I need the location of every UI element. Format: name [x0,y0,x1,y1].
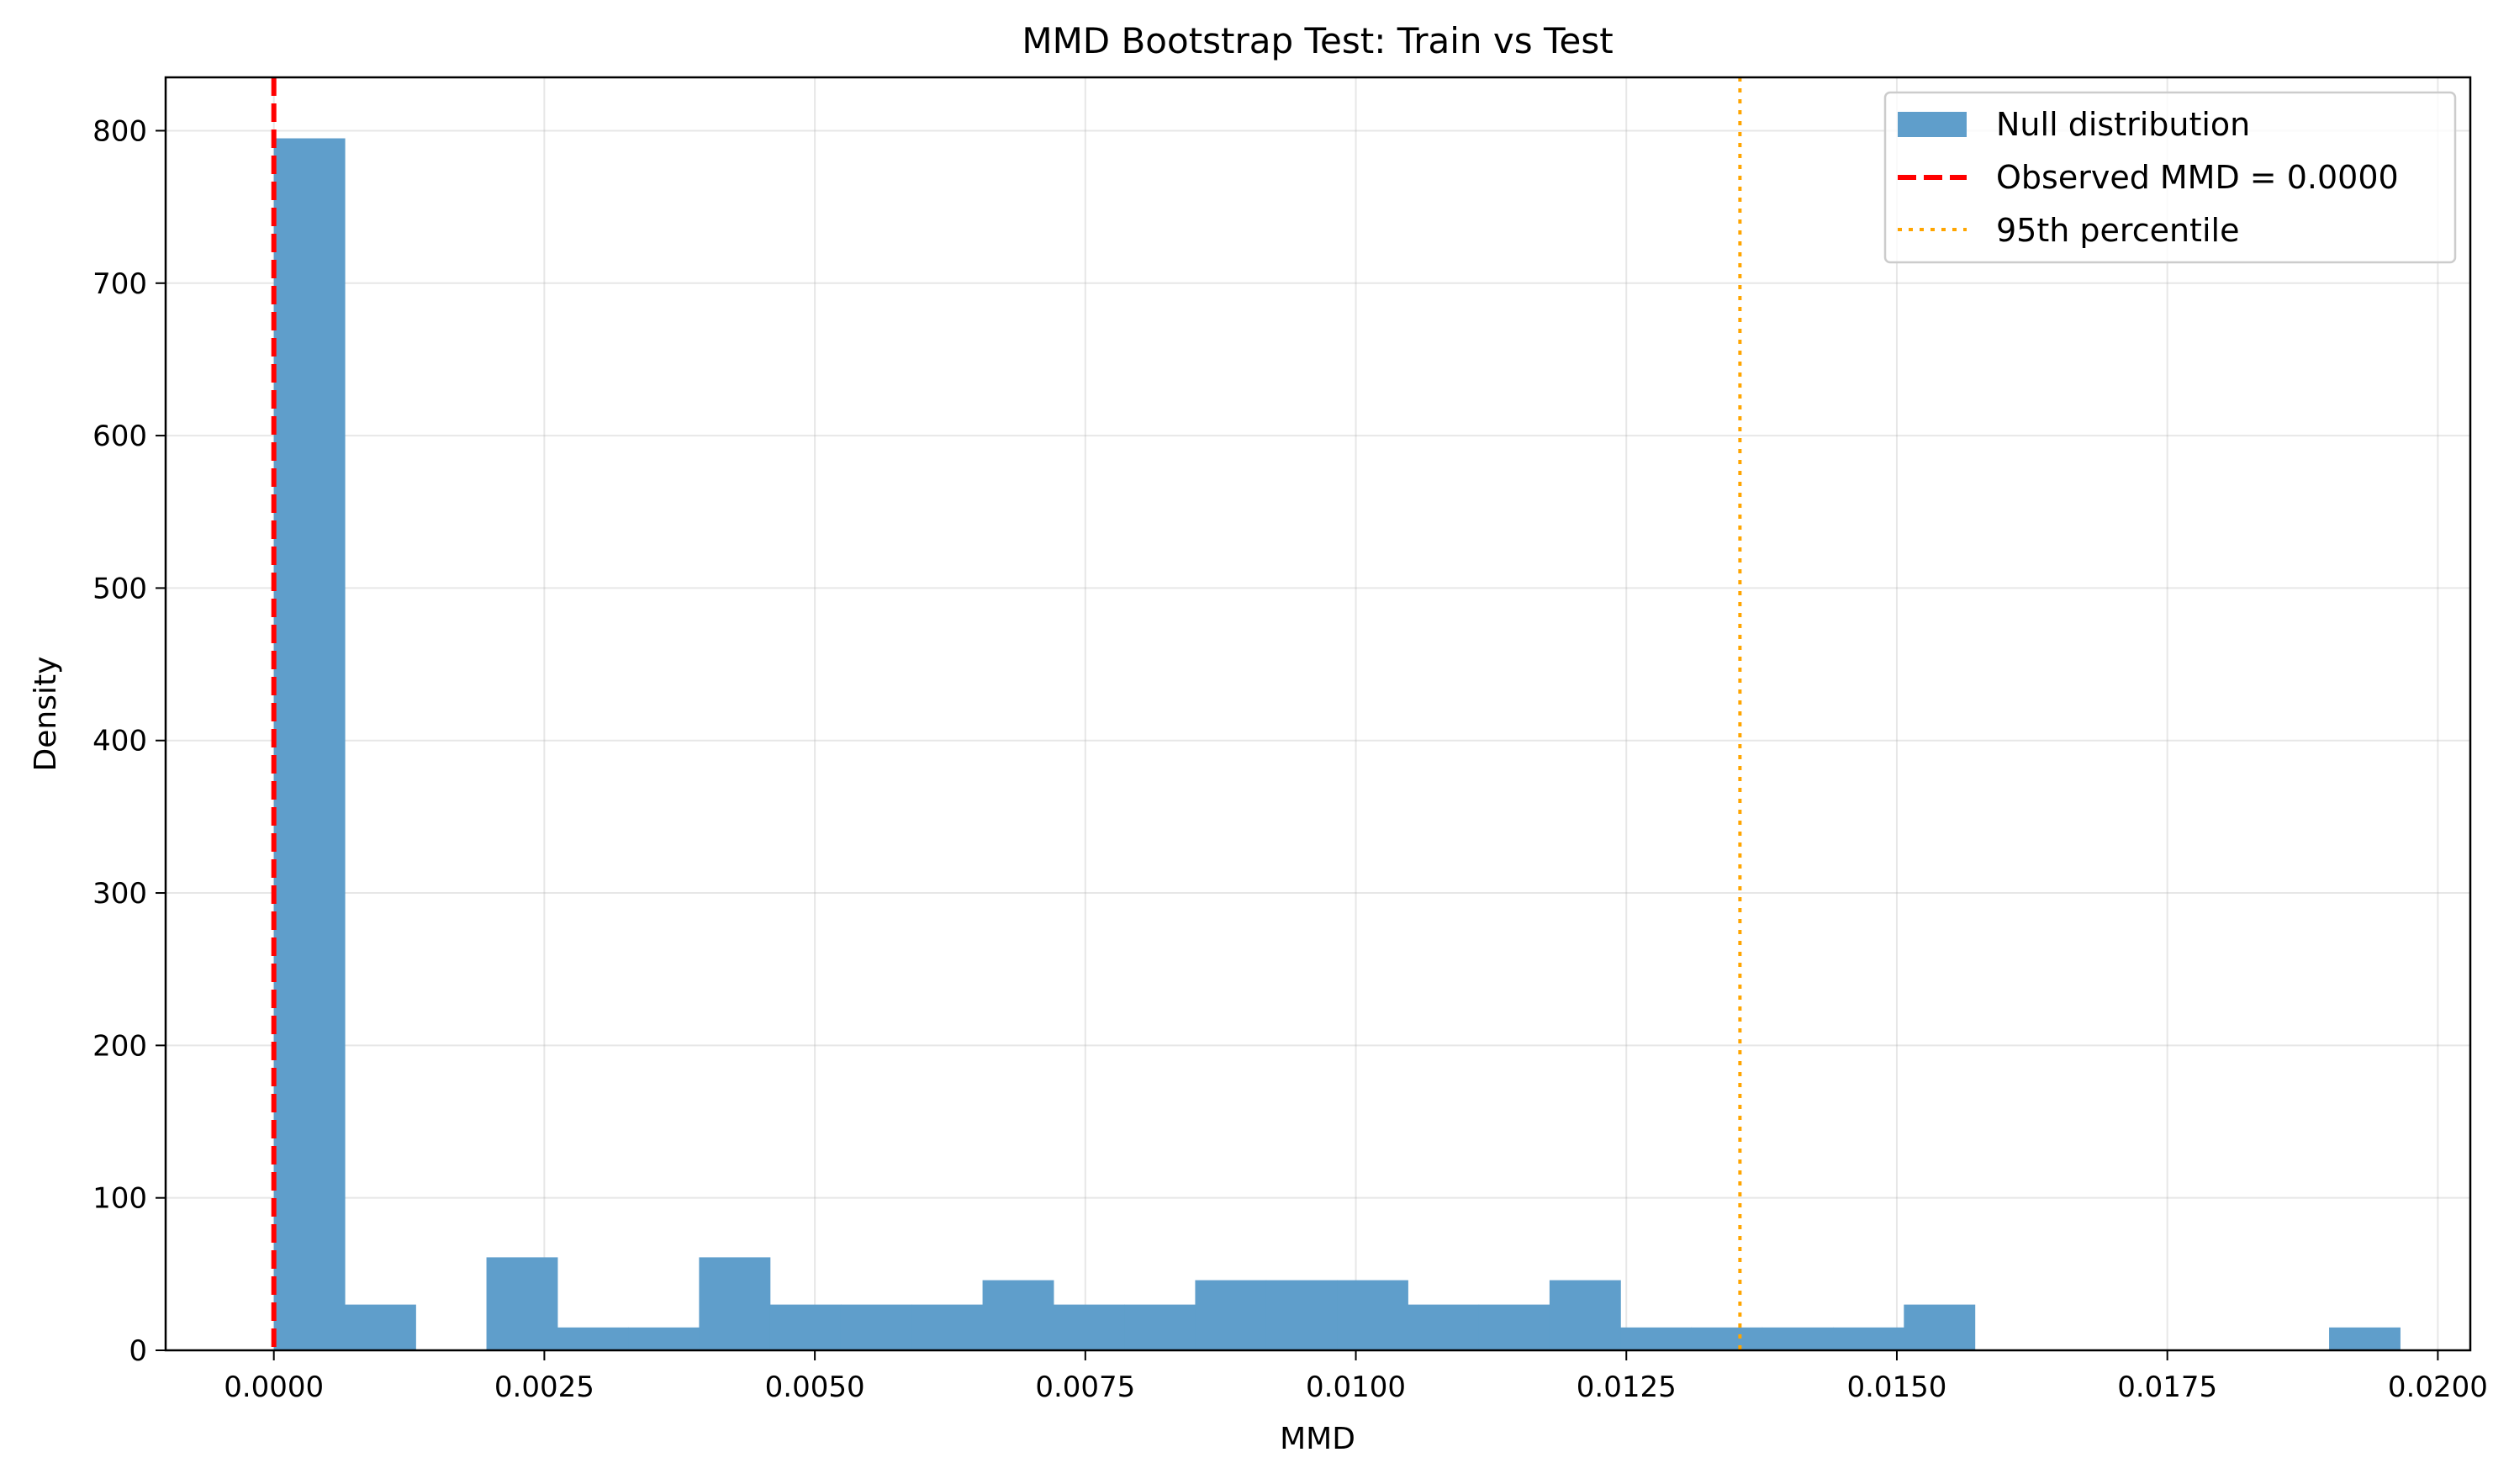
histogram-bar [1620,1327,1693,1350]
chart-title: MMD Bootstrap Test: Train vs Test [1022,20,1613,61]
x-tick-label: 0.0150 [1846,1370,1946,1404]
histogram-bar [628,1327,700,1350]
histogram-bar [840,1304,912,1350]
reference-lines [271,77,1742,1350]
x-tick-label: 0.0175 [2117,1370,2217,1404]
y-tick-label: 100 [92,1182,147,1216]
x-tick-label: 0.0125 [1577,1370,1677,1404]
y-tick-label: 800 [92,114,147,148]
histogram-bar [1124,1304,1196,1350]
y-tick-label: 700 [92,267,147,301]
legend-label-95th-percentile: 95th percentile [1996,212,2239,249]
y-axis-label: Density [29,657,63,772]
histogram-bar [1053,1304,1125,1350]
plot-area-background [166,77,2470,1350]
histogram-bar [273,138,346,1350]
histogram-bar [1408,1304,1480,1350]
histogram-bar [1549,1280,1621,1350]
x-tick-label: 0.0025 [494,1370,594,1404]
y-tick-label: 300 [92,877,147,911]
histogram-bar [1195,1280,1267,1350]
y-tick-label: 600 [92,420,147,453]
histogram-bar [1265,1280,1338,1350]
y-tick-label: 0 [129,1334,147,1368]
legend-box [1883,91,2457,264]
histogram-bar [982,1280,1054,1350]
x-tick-label: 0.0000 [224,1370,324,1404]
histogram-bar [486,1257,558,1350]
legend-label-observed-mmd: Observed MMD = 0.0000 [1996,159,2399,196]
histogram-bar [699,1257,771,1350]
x-tick-label: 0.0100 [1306,1370,1406,1404]
histogram-bar [911,1304,984,1350]
y-axis-ticks: 0 100 200 300 400 500 600 700 800 [92,114,166,1368]
histogram-bar [769,1304,842,1350]
histogram-bar [344,1304,416,1350]
histogram-bar [1904,1304,1976,1350]
histogram-bar [1761,1327,1834,1350]
legend-swatch-null-distribution [1898,112,1967,137]
histogram-bar [557,1327,629,1350]
x-tick-label: 0.0200 [2388,1370,2488,1404]
histogram-bar [1337,1280,1408,1350]
plot-frame [164,76,2472,1352]
x-axis-ticks: 0.0000 0.0025 0.0050 0.0075 0.0100 0.0125 0.01… [224,1350,2488,1404]
histogram-bar [2329,1327,2401,1350]
x-axis-label: MMD [1280,1422,1355,1456]
histogram-bar [1478,1304,1550,1350]
legend: Null distribution Observed MMD = 0.0000 … [1883,91,2457,264]
y-tick-label: 200 [92,1029,147,1063]
x-tick-label: 0.0075 [1035,1370,1135,1404]
y-tick-label: 500 [92,572,147,605]
y-tick-label: 400 [92,725,147,758]
histogram-bar [1691,1327,1763,1350]
histogram-bars [273,138,2401,1350]
histogram-bar [1833,1327,1904,1350]
legend-label-null-distribution: Null distribution [1996,106,2250,143]
x-tick-label: 0.0050 [765,1370,865,1404]
